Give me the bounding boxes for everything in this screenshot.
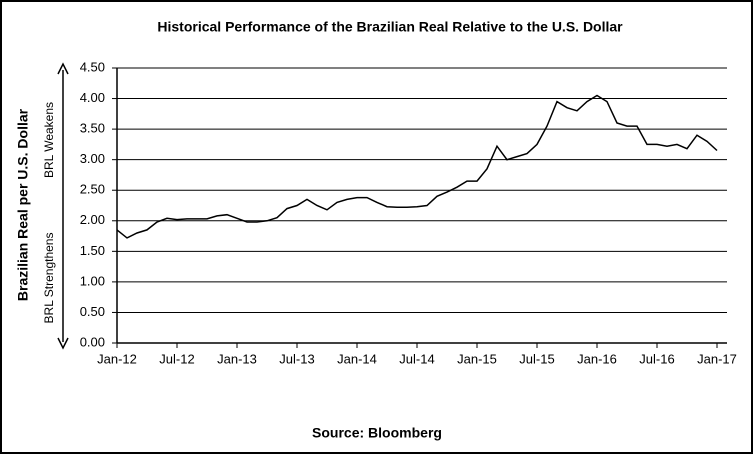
x-tick-label: Jul-16 xyxy=(639,351,674,366)
x-tick-label: Jan-13 xyxy=(217,351,257,366)
y-tick-label: 3.50 xyxy=(80,121,105,136)
x-tick-label: Jan-14 xyxy=(337,351,377,366)
y-tick-label: 1.00 xyxy=(80,273,105,288)
x-tick-label: Jul-12 xyxy=(159,351,194,366)
arrow xyxy=(57,62,69,350)
x-tick-label: Jan-17 xyxy=(697,351,737,366)
x-tick-label: Jan-16 xyxy=(577,351,617,366)
x-tick-label: Jul-14 xyxy=(399,351,434,366)
x-tick-label: Jul-15 xyxy=(519,351,554,366)
y-tick-label: 4.00 xyxy=(80,90,105,105)
y-tick-label: 4.50 xyxy=(80,59,105,74)
annotation: BRL Weakens xyxy=(42,102,56,178)
chart-title: Historical Performance of the Brazilian … xyxy=(157,19,623,35)
y-tick-label: 1.50 xyxy=(80,243,105,258)
y-tick-label: 2.50 xyxy=(80,182,105,197)
y-tick-label: 2.00 xyxy=(80,212,105,227)
data-line xyxy=(116,94,718,239)
y-tick-label: 0.50 xyxy=(80,304,105,319)
annotation: BRL Strengthens xyxy=(42,233,56,324)
y-axis-label: Brazilian Real per U.S. Dollar xyxy=(15,108,31,301)
x-tick-label: Jul-13 xyxy=(279,351,314,366)
y-tick-label: 0.00 xyxy=(80,334,105,349)
source-note: Source: Bloomberg xyxy=(312,425,442,441)
y-tick-label: 3.00 xyxy=(80,151,105,166)
x-tick-label: Jan-12 xyxy=(97,351,137,366)
x-tick-label: Jan-15 xyxy=(457,351,497,366)
